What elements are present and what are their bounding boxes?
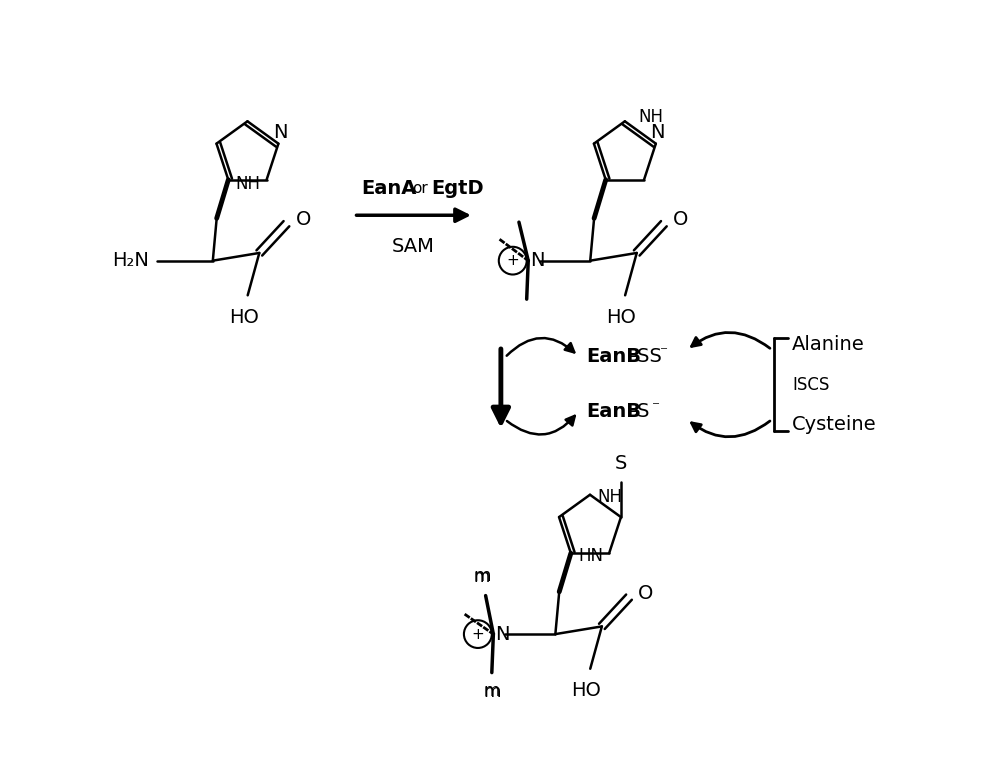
Text: EanB: EanB (586, 402, 641, 421)
Text: SAM: SAM (392, 237, 435, 256)
Text: N: N (273, 123, 287, 143)
Text: NH: NH (235, 175, 260, 193)
Text: Alanine: Alanine (792, 335, 865, 354)
Text: m: m (484, 682, 500, 700)
Text: m: m (473, 567, 490, 584)
Text: N: N (530, 251, 544, 270)
Text: S: S (615, 454, 627, 473)
Text: ⁻: ⁻ (652, 400, 660, 414)
Text: O: O (673, 210, 689, 229)
Text: -S: -S (630, 402, 650, 421)
Text: O: O (638, 584, 654, 603)
Text: or: or (412, 181, 428, 196)
Text: +: + (471, 627, 484, 642)
Text: O: O (296, 210, 311, 229)
Text: EanA: EanA (361, 179, 417, 198)
Text: m: m (474, 568, 490, 586)
Text: EanB: EanB (586, 347, 641, 366)
Text: -SS: -SS (630, 347, 662, 366)
Text: H₂N: H₂N (112, 251, 149, 270)
Text: EgtD: EgtD (431, 179, 484, 198)
Text: NH: NH (598, 488, 623, 506)
Text: ⁻: ⁻ (660, 344, 668, 359)
Text: HO: HO (571, 681, 601, 700)
Text: N: N (650, 123, 665, 143)
Text: ISCS: ISCS (792, 376, 830, 393)
Text: HO: HO (229, 308, 259, 327)
Text: HN: HN (578, 547, 603, 565)
Text: HO: HO (606, 308, 636, 327)
Text: NH: NH (639, 108, 664, 127)
Text: Cysteine: Cysteine (792, 415, 877, 434)
Text: N: N (495, 624, 509, 644)
Text: +: + (506, 253, 519, 268)
Text: m: m (483, 683, 501, 701)
